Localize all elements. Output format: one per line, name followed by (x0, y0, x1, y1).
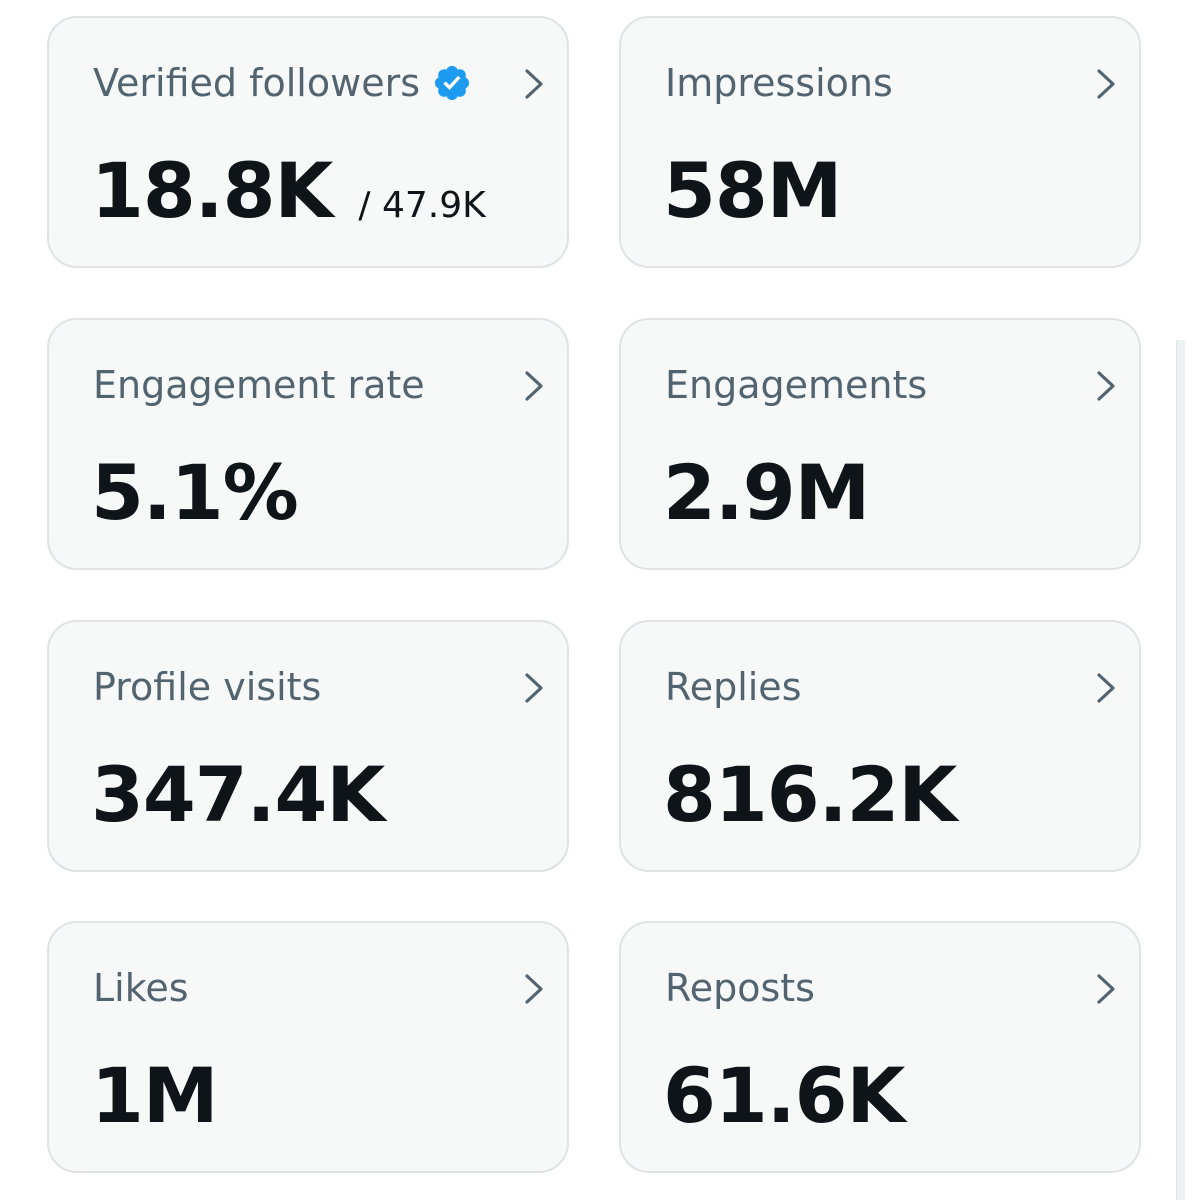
metric-card-likes[interactable]: Likes 1M (47, 921, 569, 1173)
card-value: 347.4K (91, 750, 385, 839)
card-subvalue-total: / 47.9K (358, 185, 486, 226)
card-label-wrapper: Engagements (665, 360, 927, 410)
chevron-right-icon (1091, 671, 1121, 705)
metric-card-replies[interactable]: Replies 816.2K (619, 620, 1141, 872)
card-label: Impressions (665, 61, 893, 105)
card-label: Profile visits (93, 665, 322, 709)
metric-card-profile-visits[interactable]: Profile visits 347.4K (47, 620, 569, 872)
chevron-right-icon (519, 671, 549, 705)
card-label-wrapper: Profile visits (93, 662, 321, 712)
card-value: 2.9M (663, 448, 870, 537)
metric-card-impressions[interactable]: Impressions 58M (619, 16, 1141, 268)
chevron-right-icon (519, 369, 549, 403)
card-label-wrapper: Impressions (665, 58, 893, 108)
chevron-right-icon (1091, 972, 1121, 1006)
card-value: 816.2K (663, 750, 957, 839)
card-value: 18.8K (91, 146, 333, 235)
card-value-wrapper: 2.9M (663, 448, 870, 538)
chevron-right-icon (1091, 369, 1121, 403)
card-value-wrapper: 5.1% (91, 448, 299, 538)
chevron-right-icon (1091, 67, 1121, 101)
card-label: Engagements (665, 363, 928, 407)
card-value: 5.1% (91, 448, 299, 537)
metric-card-reposts[interactable]: Reposts 61.6K (619, 921, 1141, 1173)
card-value-wrapper: 816.2K (663, 750, 957, 840)
card-value: 58M (663, 146, 842, 235)
metric-card-verified-followers[interactable]: Verified followers 18.8K / 47.9K (47, 16, 569, 268)
card-value-wrapper: 61.6K (663, 1051, 905, 1141)
metric-card-engagement-rate[interactable]: Engagement rate 5.1% (47, 318, 569, 570)
chevron-right-icon (519, 972, 549, 1006)
card-label: Reposts (665, 966, 815, 1010)
card-value: 61.6K (663, 1051, 905, 1140)
card-value-wrapper: 347.4K (91, 750, 385, 840)
card-label-wrapper: Likes (93, 963, 189, 1013)
card-label-wrapper: Replies (665, 662, 802, 712)
metric-card-engagements[interactable]: Engagements 2.9M (619, 318, 1141, 570)
verified-badge-icon (432, 63, 472, 103)
card-value-wrapper: 1M (91, 1051, 219, 1141)
card-label: Replies (665, 665, 802, 709)
card-label: Verified followers (93, 61, 420, 105)
card-label-wrapper: Verified followers (93, 58, 472, 108)
card-label: Likes (93, 966, 189, 1010)
card-value-wrapper: 18.8K / 47.9K (91, 146, 486, 251)
card-label: Engagement rate (93, 363, 425, 407)
card-value-wrapper: 58M (663, 146, 842, 236)
chevron-right-icon (519, 67, 549, 101)
card-label-wrapper: Reposts (665, 963, 815, 1013)
card-label-wrapper: Engagement rate (93, 360, 425, 410)
scrollbar[interactable] (1176, 340, 1185, 1200)
card-value: 1M (91, 1051, 219, 1140)
